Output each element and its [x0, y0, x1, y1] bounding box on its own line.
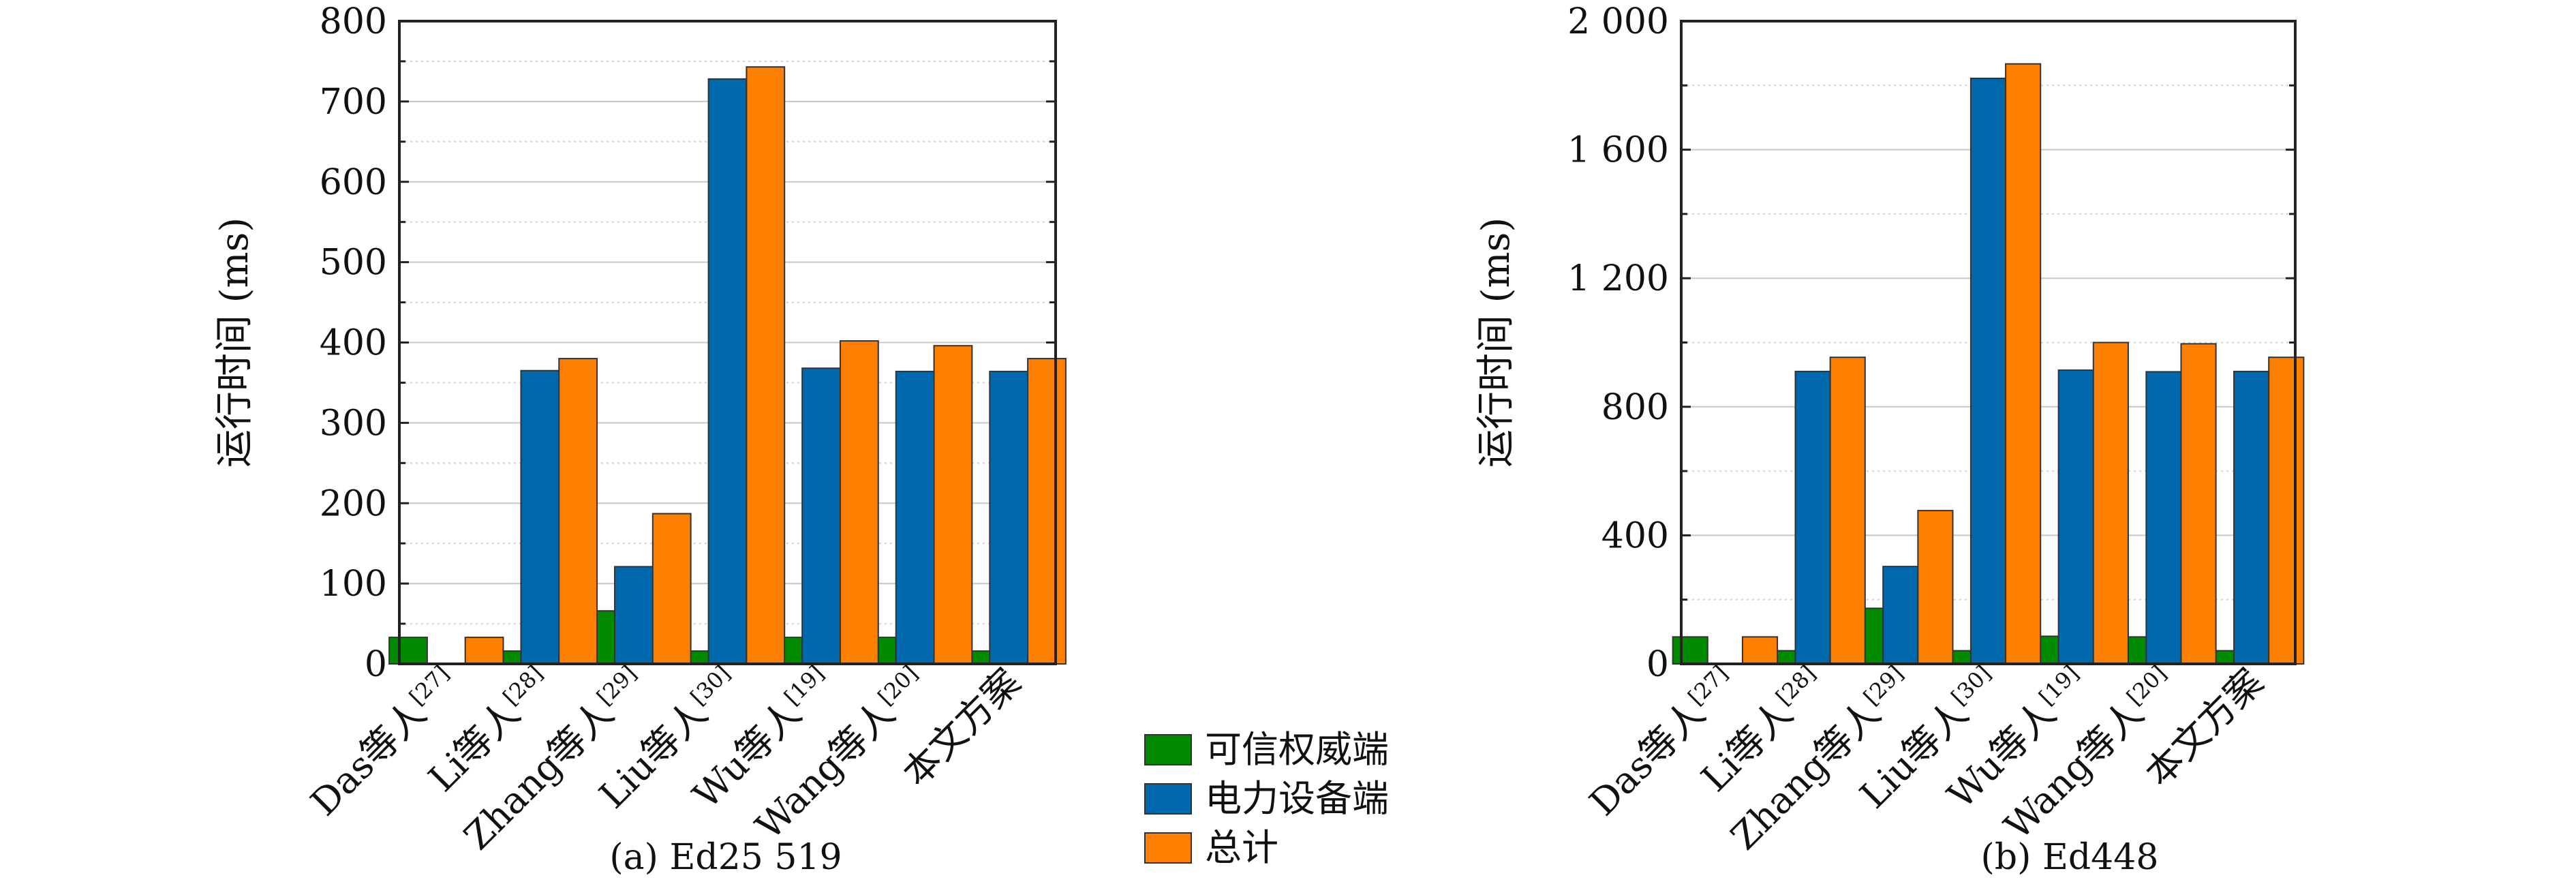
y-tick-label: 1 600: [1567, 130, 1669, 171]
category-name: Das等人: [1581, 692, 1713, 824]
legend-label: 电力设备端: [1205, 777, 1389, 820]
y-axis-label: 运行时间 (ms): [213, 217, 257, 468]
bar-device: [801, 367, 841, 665]
bar-device: [520, 369, 560, 665]
plot-frame: [1680, 20, 2297, 665]
y-tick-label: 400: [1601, 515, 1669, 556]
bar-device: [614, 566, 654, 665]
bar-device: [1969, 77, 2007, 665]
bar-device: [895, 370, 935, 665]
bar-device: [1882, 566, 1919, 665]
bar-total: [651, 513, 692, 665]
y-tick-label: 800: [320, 1, 387, 42]
y-tick-label: 100: [320, 564, 387, 605]
bar-total: [464, 637, 504, 665]
y-tick-label: 2 000: [1567, 1, 1669, 42]
y-tick-label: 200: [320, 483, 387, 524]
bar-total: [1741, 636, 1779, 665]
bar-device: [2057, 369, 2094, 665]
y-tick-label: 300: [320, 403, 387, 444]
y-tick-label: 0: [365, 644, 387, 685]
bar-total: [1829, 356, 1866, 665]
y-tick-label: 1 200: [1567, 258, 1669, 299]
bar-total: [558, 358, 598, 665]
bar-authority: [388, 637, 428, 665]
y-tick-label: 800: [1601, 387, 1669, 428]
y-tick-label: 500: [320, 243, 387, 284]
legend-label: 可信权威端: [1205, 728, 1389, 771]
legend-swatch: [1144, 832, 1192, 864]
category-name: Das等人: [303, 692, 435, 824]
y-tick-label: 0: [1646, 644, 1669, 685]
chart-caption: (a) Ed25 519: [609, 837, 842, 878]
bar-total: [933, 345, 973, 665]
legend-swatch: [1144, 783, 1192, 815]
bar-total: [746, 66, 786, 665]
bar-total: [1917, 510, 1954, 665]
bar-device: [1794, 370, 1831, 665]
bar-device: [707, 78, 748, 665]
plot-frame: [398, 20, 1057, 665]
legend-label: 总计: [1205, 826, 1278, 869]
y-tick-label: 600: [320, 162, 387, 203]
legend-swatch: [1144, 734, 1192, 765]
bar-total: [2268, 356, 2305, 665]
bar-device: [2145, 371, 2182, 665]
y-axis-label: 运行时间 (ms): [1474, 217, 1518, 468]
chart-caption: (b) Ed448: [1981, 837, 2159, 878]
y-tick-label: 400: [320, 323, 387, 364]
y-tick-label: 700: [320, 82, 387, 123]
bar-total: [2180, 343, 2217, 665]
bar-device: [2233, 370, 2270, 665]
bar-device: [989, 370, 1029, 665]
bar-total: [839, 340, 879, 665]
bar-total: [2092, 341, 2129, 665]
chart-0: 0100200300400500600700800Das等人[27]Li等人[2…: [213, 1, 1067, 878]
bar-authority: [1672, 636, 1708, 665]
bar-total: [1027, 358, 1067, 665]
bar-total: [2005, 63, 2042, 665]
